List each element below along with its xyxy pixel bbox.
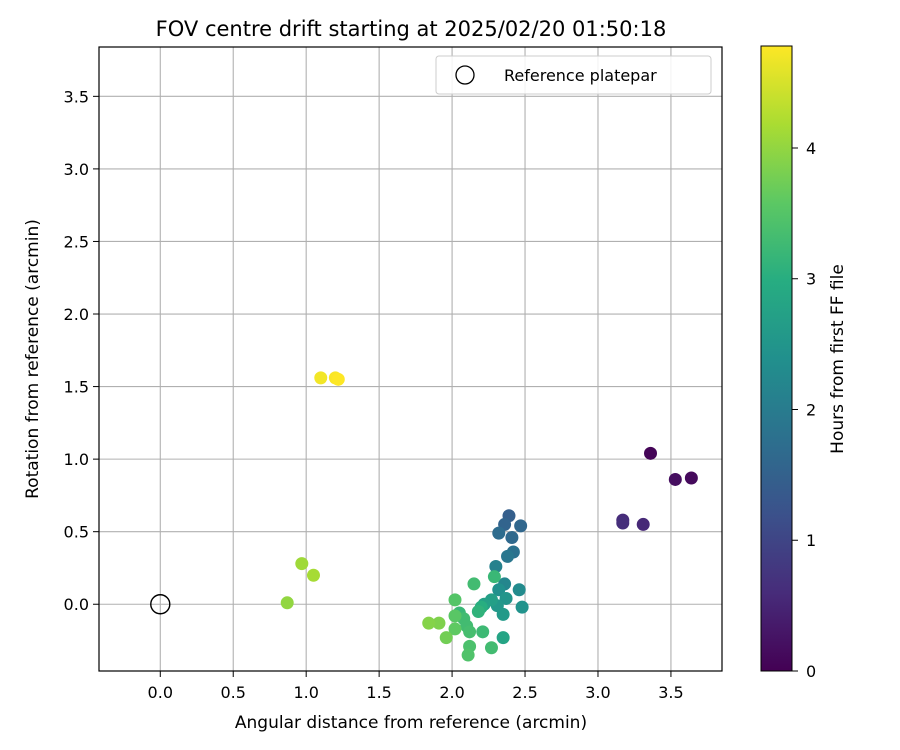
colorbar-tick-label: 0: [806, 662, 816, 681]
scatter-point: [306, 568, 320, 582]
x-axis-ticks: 0.0 0.5 1.0 1.5 2.0 2.5 3.0 3.5: [148, 671, 684, 702]
scatter-point: [668, 472, 682, 486]
scatter-point: [489, 560, 503, 574]
scatter-point: [463, 625, 477, 639]
x-tick-label: 1.5: [366, 683, 391, 702]
reference-platepar-marker: [150, 594, 171, 615]
scatter-point: [514, 519, 528, 533]
scatter-point: [636, 517, 650, 531]
y-tick-label: 3.5: [64, 87, 89, 106]
chart-title: FOV centre drift starting at 2025/02/20 …: [156, 17, 667, 41]
scatter-point: [432, 616, 446, 630]
scatter-point: [492, 526, 506, 540]
scatter-point: [684, 471, 698, 485]
colorbar-gradient: [760, 45, 793, 672]
x-tick-label: 0.5: [221, 683, 246, 702]
colorbar-tick-label: 4: [806, 139, 816, 158]
scatter-point: [448, 622, 462, 636]
y-tick-label: 2.0: [64, 305, 89, 324]
x-tick-label: 0.0: [148, 683, 173, 702]
scatter-point: [439, 631, 453, 645]
scatter-point: [616, 516, 630, 530]
scatter-point: [492, 583, 506, 597]
colorbar-tick-label: 1: [806, 531, 816, 550]
y-tick-label: 1.0: [64, 450, 89, 469]
scatter-point: [467, 577, 481, 591]
scatter-point: [422, 616, 436, 630]
legend-entry-label: Reference platepar: [504, 66, 657, 85]
y-tick-label: 1.5: [64, 378, 89, 397]
data-points: [280, 371, 698, 662]
x-tick-label: 2.0: [439, 683, 464, 702]
legend-box: [435, 55, 712, 95]
scatter-point: [484, 641, 498, 655]
scatter-point: [461, 648, 475, 662]
scatter-point: [280, 596, 294, 610]
legend: Reference platepar: [435, 55, 712, 95]
scatter-point: [314, 371, 328, 385]
scatter-point: [515, 600, 529, 614]
x-tick-label: 2.5: [512, 683, 537, 702]
colorbar-label: Hours from first FF file: [828, 264, 848, 454]
scatter-point: [496, 607, 510, 621]
colorbar-tick-label: 3: [806, 270, 816, 289]
scatter-point: [331, 372, 345, 386]
x-axis-label: Angular distance from reference (arcmin): [235, 713, 587, 733]
scatter-point: [476, 625, 490, 639]
scatter-point: [512, 583, 526, 597]
y-tick-label: 0.5: [64, 523, 89, 542]
plot-frame: [98, 46, 723, 672]
x-tick-label: 1.0: [293, 683, 318, 702]
y-tick-label: 0.0: [64, 595, 89, 614]
legend-reference-marker: [455, 65, 475, 85]
colorbar-tick-label: 2: [806, 400, 816, 419]
colorbar: 0 1 2 3 4 Hours from first FF file: [760, 45, 848, 681]
scatter-point: [487, 570, 501, 584]
scatter-point: [471, 605, 485, 619]
scatter-point: [295, 557, 309, 571]
grid-lines: [99, 47, 722, 671]
x-tick-label: 3.5: [658, 683, 683, 702]
scatter-point: [448, 593, 462, 607]
scatter-point: [499, 591, 513, 605]
scatter-point: [496, 631, 510, 645]
reference-marker-group: [150, 594, 171, 615]
scatter-point: [505, 530, 519, 544]
y-axis-label: Rotation from reference (arcmin): [23, 219, 43, 499]
scatter-point: [644, 446, 658, 460]
x-tick-label: 3.0: [585, 683, 610, 702]
scatter-point: [448, 609, 462, 623]
scatter-point: [501, 549, 515, 563]
y-axis-ticks: 0.0 0.5 1.0 1.5 2.0 2.5 3.0 3.5: [64, 87, 99, 614]
colorbar-ticks: 0 1 2 3 4: [792, 139, 816, 681]
y-tick-label: 3.0: [64, 160, 89, 179]
y-tick-label: 2.5: [64, 232, 89, 251]
